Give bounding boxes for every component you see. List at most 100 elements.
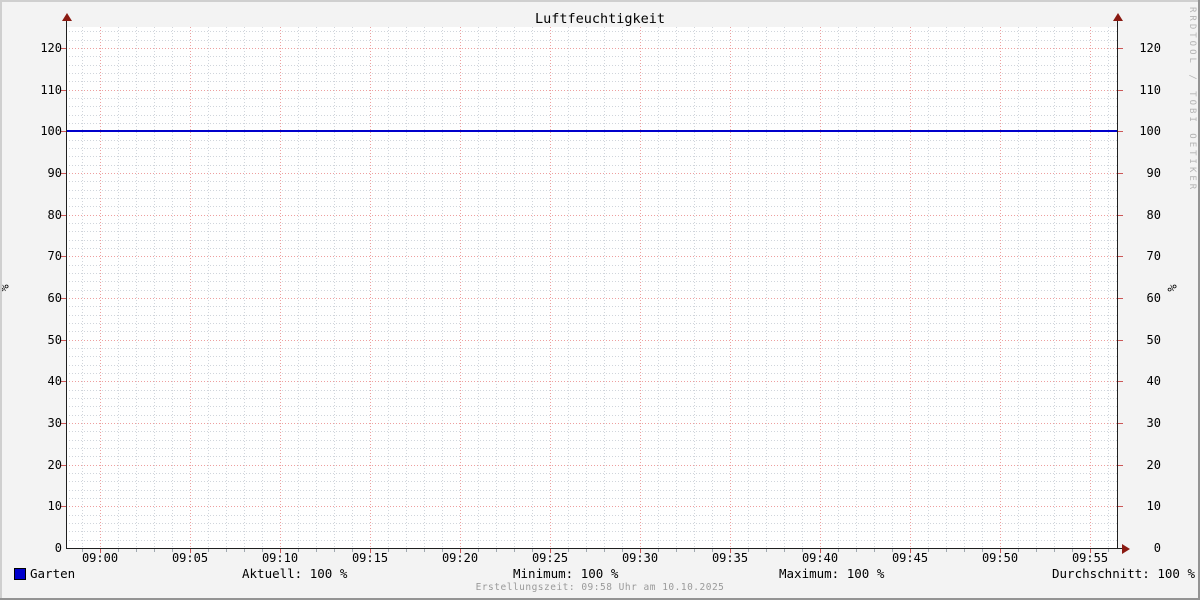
y-tick-left xyxy=(61,465,66,466)
grid-line-v-minor xyxy=(856,27,857,548)
grid-line-h-minor xyxy=(66,190,1117,191)
x-tick-minor xyxy=(1036,549,1037,552)
y-tick-label-left: 90 xyxy=(47,166,62,180)
grid-line-h-minor xyxy=(66,481,1117,482)
creation-time-text: Erstellungszeit: 09:58 Uhr am 10.10.2025 xyxy=(475,582,725,593)
y-tick-right xyxy=(1118,465,1123,466)
grid-line-v-minor xyxy=(298,27,299,548)
x-tick-minor xyxy=(118,549,119,552)
y-tick-label-right: 30 xyxy=(1146,416,1161,430)
x-tick-minor xyxy=(748,549,749,552)
grid-line-v-major xyxy=(550,27,551,548)
y-tick-label-left: 80 xyxy=(47,208,62,222)
grid-line-h-minor xyxy=(66,498,1117,499)
grid-line-h-minor xyxy=(66,31,1117,32)
x-tick-minor xyxy=(316,549,317,552)
grid-line-h-minor xyxy=(66,231,1117,232)
grid-line-v-major xyxy=(1090,27,1091,548)
grid-line-h-major xyxy=(66,215,1117,216)
x-tick-minor xyxy=(262,549,263,552)
y-tick-label-left: 110 xyxy=(40,83,62,97)
x-tick-major xyxy=(280,549,281,553)
grid-line-v-minor xyxy=(406,27,407,548)
legend-stat-aktuell: Aktuell: 100 % xyxy=(242,566,348,581)
border-right xyxy=(1198,0,1200,600)
y-tick-left xyxy=(61,298,66,299)
grid-line-v-minor xyxy=(838,27,839,548)
y-tick-left xyxy=(61,340,66,341)
y-tick-right xyxy=(1118,506,1123,507)
grid-line-v-minor xyxy=(1108,27,1109,548)
plot-canvas xyxy=(67,27,1117,548)
grid-line-h-minor xyxy=(66,431,1117,432)
x-tick-major xyxy=(460,549,461,553)
x-tick-minor xyxy=(244,549,245,552)
grid-line-h-minor xyxy=(66,56,1117,57)
y-tick-label-right: 50 xyxy=(1146,333,1161,347)
grid-line-h-minor xyxy=(66,65,1117,66)
x-tick-minor xyxy=(388,549,389,552)
y-axis-left-arrow-icon xyxy=(62,13,72,21)
x-tick-minor xyxy=(424,549,425,552)
x-axis xyxy=(66,548,1123,549)
grid-line-v-minor xyxy=(946,27,947,548)
grid-line-v-minor xyxy=(748,27,749,548)
x-tick-minor xyxy=(712,549,713,552)
x-tick-minor xyxy=(1018,549,1019,552)
grid-line-h-minor xyxy=(66,531,1117,532)
grid-line-h-minor xyxy=(66,323,1117,324)
grid-line-h-minor xyxy=(66,306,1117,307)
y-tick-label-right: 10 xyxy=(1146,499,1161,513)
x-tick-major xyxy=(550,549,551,553)
x-tick-major xyxy=(1090,549,1091,553)
grid-line-h-minor xyxy=(66,281,1117,282)
x-tick-major xyxy=(100,549,101,553)
y-tick-label-left: 120 xyxy=(40,41,62,55)
grid-line-h-major xyxy=(66,256,1117,257)
grid-line-v-minor xyxy=(82,27,83,548)
y-tick-label-left: 20 xyxy=(47,458,62,472)
x-tick-minor xyxy=(226,549,227,552)
x-tick-minor xyxy=(406,549,407,552)
grid-line-v-minor xyxy=(712,27,713,548)
grid-line-h-minor xyxy=(66,265,1117,266)
y-tick-label-right: 40 xyxy=(1146,374,1161,388)
grid-line-h-major xyxy=(66,423,1117,424)
grid-line-v-minor xyxy=(316,27,317,548)
x-tick-label: 09:40 xyxy=(801,551,839,565)
x-tick-major xyxy=(730,549,731,553)
grid-line-v-minor xyxy=(964,27,965,548)
grid-line-v-major xyxy=(100,27,101,548)
grid-line-v-minor xyxy=(532,27,533,548)
grid-line-h-minor xyxy=(66,223,1117,224)
grid-line-v-major xyxy=(280,27,281,548)
y-tick-left xyxy=(61,173,66,174)
y-tick-label-right: 60 xyxy=(1146,291,1161,305)
legend-color-swatch xyxy=(14,568,26,580)
y-tick-label-left: 30 xyxy=(47,416,62,430)
x-tick-major xyxy=(820,549,821,553)
border-left xyxy=(0,0,2,600)
y-tick-label-right: 120 xyxy=(1139,41,1161,55)
grid-line-h-minor xyxy=(66,406,1117,407)
grid-line-h-minor xyxy=(66,290,1117,291)
grid-line-h-minor xyxy=(66,473,1117,474)
x-tick-minor xyxy=(928,549,929,552)
grid-line-h-minor xyxy=(66,165,1117,166)
x-tick-label: 09:30 xyxy=(621,551,659,565)
y-tick-right xyxy=(1118,298,1123,299)
y-axis-left xyxy=(66,20,67,548)
x-tick-major xyxy=(910,549,911,553)
x-tick-minor xyxy=(334,549,335,552)
y-tick-left xyxy=(61,90,66,91)
y-tick-label-right: 80 xyxy=(1146,208,1161,222)
grid-line-v-minor xyxy=(442,27,443,548)
y-tick-label-left: 10 xyxy=(47,499,62,513)
grid-line-h-minor xyxy=(66,398,1117,399)
grid-line-v-minor xyxy=(892,27,893,548)
grid-line-v-minor xyxy=(1036,27,1037,548)
y-axis-unit-right: % xyxy=(1165,284,1180,292)
y-tick-left xyxy=(61,506,66,507)
x-tick-minor xyxy=(604,549,605,552)
